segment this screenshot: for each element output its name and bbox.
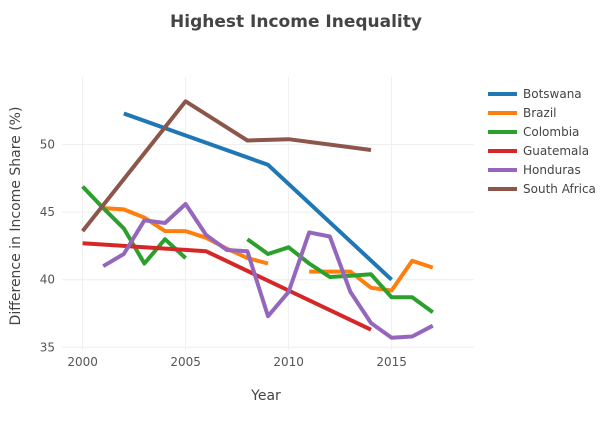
series-line <box>103 206 269 266</box>
legend-label: Botswana <box>523 87 582 101</box>
legend-label: Brazil <box>523 106 557 120</box>
series-botswana <box>123 111 393 282</box>
x-tick-label: 2000 <box>67 355 98 369</box>
legend-label: South Africa <box>523 182 596 196</box>
series-south-africa <box>81 99 372 233</box>
series-line <box>246 237 434 314</box>
x-tick-label: 2005 <box>170 355 201 369</box>
legend-label: Guatemala <box>523 144 589 158</box>
series-brazil <box>103 206 434 293</box>
series-colombia <box>81 185 434 314</box>
grid <box>62 77 474 350</box>
series-line <box>102 202 434 340</box>
series-line <box>82 241 372 332</box>
series-line <box>309 258 434 293</box>
series-line <box>123 111 393 282</box>
axis-layer: 2000 2005 2010 2015 35 40 45 50 <box>40 138 407 369</box>
y-tick-label: 35 <box>40 340 55 354</box>
series-guatemala <box>82 241 372 332</box>
x-axis-title: Year <box>250 388 281 404</box>
chart-title: Highest Income Inequality <box>170 12 422 32</box>
y-tick-label: 45 <box>40 205 55 219</box>
series-line <box>81 99 372 233</box>
legend: Botswana Brazil Colombia Guatemala Honduras S… <box>488 87 596 196</box>
series-honduras <box>102 202 434 340</box>
y-axis-title: Difference in Income Share (%) <box>8 107 24 326</box>
legend-label: Honduras <box>523 163 581 177</box>
series-layer <box>81 99 434 340</box>
legend-label: Colombia <box>523 125 579 139</box>
y-tick-label: 50 <box>40 138 55 152</box>
series-line <box>81 185 187 266</box>
x-tick-label: 2010 <box>273 355 304 369</box>
x-tick-label: 2015 <box>376 355 407 369</box>
y-tick-label: 40 <box>40 273 55 287</box>
